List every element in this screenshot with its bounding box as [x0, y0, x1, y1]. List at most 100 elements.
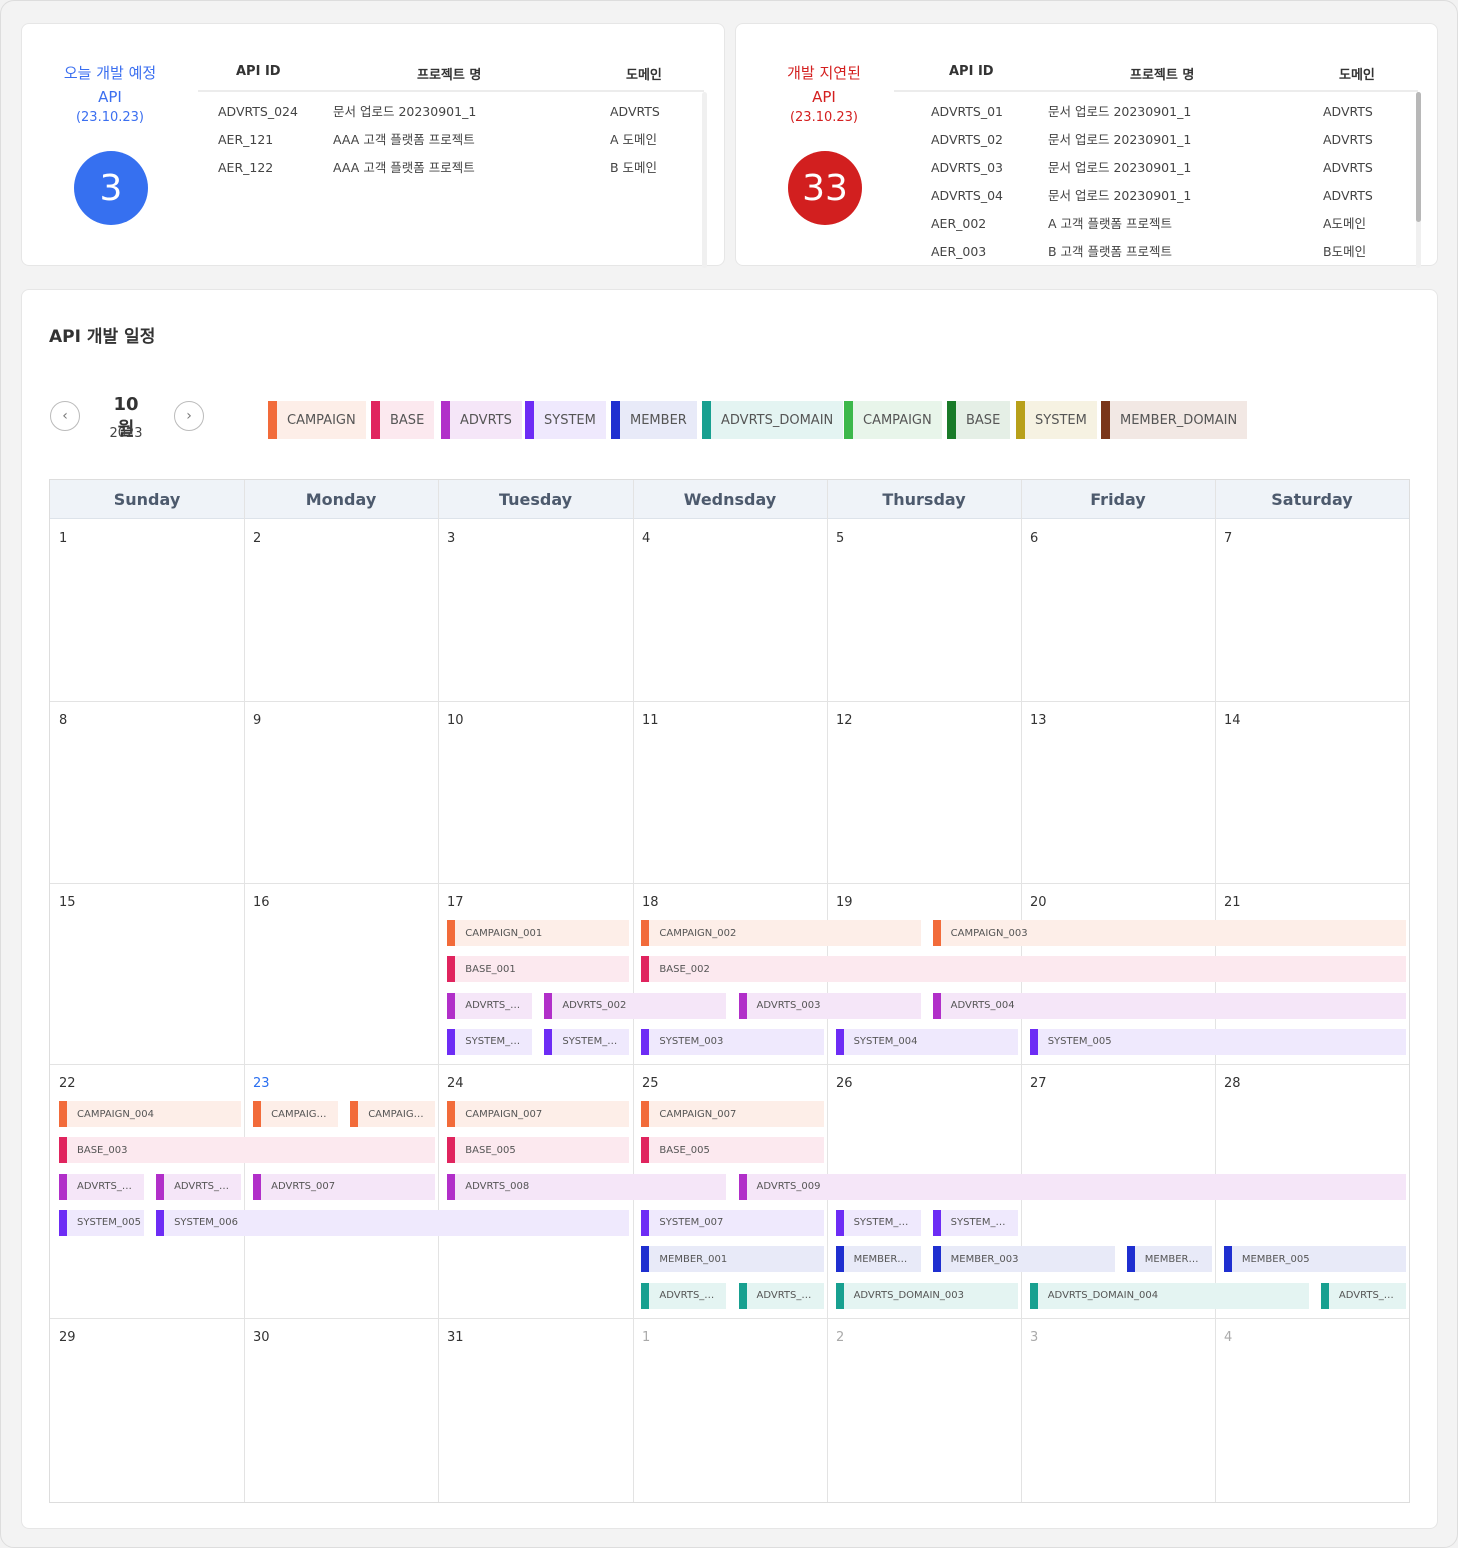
day-cell[interactable] [633, 701, 827, 883]
next-month-button[interactable]: › [174, 401, 204, 431]
day-cell[interactable] [438, 1318, 633, 1502]
event-bar[interactable]: ADVRTS_… [738, 1282, 824, 1309]
day-cell[interactable] [1021, 519, 1215, 701]
event-bar[interactable]: SYSTEM_007 [641, 1209, 824, 1236]
event-bar[interactable]: ADVRTS_… [1320, 1282, 1406, 1309]
event-bar[interactable]: BASE_005 [447, 1137, 630, 1164]
day-cell[interactable] [50, 1318, 244, 1502]
weekday-sunday: Sunday [113, 490, 181, 509]
event-bar[interactable]: MEMBER… [835, 1246, 921, 1273]
event-bar[interactable]: CAMPAIG… [350, 1101, 436, 1127]
event-bar[interactable]: ADVRTS_… [447, 992, 533, 1019]
event-bar[interactable]: MEMBER_005 [1223, 1246, 1406, 1273]
event-bar[interactable]: BASE_005 [641, 1137, 824, 1164]
event-label: SYSTEM_007 [659, 1217, 724, 1229]
delayed-header-api-id: API ID [949, 64, 994, 79]
event-label: ADVRTS_DOMAIN_004 [1047, 1290, 1159, 1301]
table-row[interactable]: ADVRTS_01 문서 업로드 20230901_1 ADVRTS [736, 98, 1406, 126]
day-cell[interactable] [244, 701, 438, 883]
legend-item-advrts-domain[interactable]: ADVRTS_DOMAIN [702, 401, 844, 439]
event-color-marker [447, 956, 456, 983]
table-row[interactable]: ADVRTS_03 문서 업로드 20230901_1 ADVRTS [736, 154, 1406, 182]
delayed-scrollbar[interactable] [1416, 92, 1421, 268]
event-bar[interactable]: ADVRTS_… [59, 1173, 145, 1200]
legend-item-campaign[interactable]: CAMPAIGN [844, 401, 942, 439]
event-bar[interactable]: CAMPAIGN_004 [59, 1101, 242, 1127]
today-scrollbar[interactable] [702, 92, 707, 268]
day-cell[interactable] [50, 701, 244, 883]
delayed-scrollbar-thumb[interactable] [1416, 92, 1421, 222]
legend-item-campaign[interactable]: CAMPAIGN [268, 401, 366, 439]
day-cell[interactable] [1021, 701, 1215, 883]
event-bar[interactable]: SYSTEM_005 [1029, 1028, 1406, 1055]
legend-item-member-domain[interactable]: MEMBER_DOMAIN [1101, 401, 1248, 439]
day-cell[interactable] [438, 519, 633, 701]
event-bar[interactable]: SYSTEM_… [447, 1028, 533, 1055]
event-bar[interactable]: MEMBER… [1126, 1246, 1212, 1273]
event-bar[interactable]: ADVRTS_… [641, 1282, 727, 1309]
day-number: 15 [59, 895, 76, 910]
day-cell[interactable] [1215, 1318, 1409, 1502]
event-bar[interactable]: MEMBER_003 [932, 1246, 1115, 1273]
day-cell[interactable] [1021, 1318, 1215, 1502]
legend-item-system[interactable]: SYSTEM [1016, 401, 1097, 439]
legend-item-base[interactable]: BASE [947, 401, 1011, 439]
day-cell[interactable] [244, 519, 438, 701]
event-bar[interactable]: CAMPAIGN_007 [447, 1101, 630, 1127]
event-bar[interactable]: BASE_001 [447, 956, 630, 983]
day-cell[interactable] [244, 1318, 438, 1502]
legend-item-system[interactable]: SYSTEM [525, 401, 606, 439]
event-bar[interactable]: MEMBER_001 [641, 1246, 824, 1273]
event-color-marker [738, 1282, 747, 1309]
table-row[interactable]: ADVRTS_024 문서 업로드 20230901_1 ADVRTS [22, 98, 692, 126]
legend-item-advrts[interactable]: ADVRTS [441, 401, 522, 439]
day-cell[interactable] [438, 701, 633, 883]
event-bar[interactable]: ADVRTS_008 [447, 1173, 727, 1200]
table-row[interactable]: AER_002 A 고객 플랫폼 프로젝트 A도메인 [736, 210, 1406, 238]
event-bar[interactable]: SYSTEM_005 [59, 1209, 145, 1236]
event-bar[interactable]: SYSTEM_003 [641, 1028, 824, 1055]
api-id-cell: ADVRTS_04 [931, 188, 1004, 203]
legend-item-base[interactable]: BASE [371, 401, 435, 439]
event-bar[interactable]: CAMPAIGN_007 [641, 1101, 824, 1127]
table-row[interactable]: AER_003 B 고객 플랫폼 프로젝트 B도메인 [736, 238, 1406, 266]
event-bar[interactable]: CAMPAIGN_001 [447, 920, 630, 946]
day-cell[interactable] [633, 1318, 827, 1502]
day-cell[interactable] [244, 883, 438, 1064]
day-cell[interactable] [827, 519, 1021, 701]
event-bar[interactable]: CAMPAIGN_003 [932, 920, 1406, 946]
table-row[interactable]: AER_121 AAA 고객 플랫폼 프로젝트 A 도메인 [22, 126, 692, 154]
day-cell[interactable] [827, 701, 1021, 883]
day-cell[interactable] [50, 883, 244, 1064]
event-label: ADVRTS_… [756, 1290, 812, 1301]
event-bar[interactable]: ADVRTS_007 [253, 1173, 436, 1200]
day-cell[interactable] [633, 519, 827, 701]
day-cell[interactable] [50, 519, 244, 701]
event-bar[interactable]: BASE_002 [641, 956, 1406, 983]
legend-item-member[interactable]: MEMBER [611, 401, 697, 439]
event-bar[interactable]: SYSTEM_004 [835, 1028, 1018, 1055]
event-bar[interactable]: ADVRTS_004 [932, 992, 1406, 1019]
event-bar[interactable]: SYSTEM_… [544, 1028, 630, 1055]
prev-month-button[interactable]: ‹ [50, 401, 80, 431]
day-cell[interactable] [1215, 519, 1409, 701]
legend-color-swatch [441, 401, 450, 439]
event-color-marker [1126, 1246, 1135, 1273]
event-bar[interactable]: SYSTEM_… [835, 1209, 921, 1236]
event-bar[interactable]: ADVRTS_003 [738, 992, 921, 1019]
event-bar[interactable]: ADVRTS_DOMAIN_004 [1029, 1282, 1309, 1309]
event-bar[interactable]: CAMPAIGN_002 [641, 920, 921, 946]
event-bar[interactable]: CAMPAIG… [253, 1101, 339, 1127]
table-row[interactable]: AER_122 AAA 고객 플랫폼 프로젝트 B 도메인 [22, 154, 692, 182]
event-bar[interactable]: ADVRTS_… [156, 1173, 242, 1200]
table-row[interactable]: ADVRTS_04 문서 업로드 20230901_1 ADVRTS [736, 182, 1406, 210]
event-bar[interactable]: ADVRTS_002 [544, 992, 727, 1019]
event-bar[interactable]: SYSTEM_… [932, 1209, 1018, 1236]
day-cell[interactable] [827, 1318, 1021, 1502]
event-bar[interactable]: SYSTEM_006 [156, 1209, 630, 1236]
event-bar[interactable]: ADVRTS_DOMAIN_003 [835, 1282, 1018, 1309]
day-cell[interactable] [1215, 701, 1409, 883]
event-bar[interactable]: ADVRTS_009 [738, 1173, 1406, 1200]
table-row[interactable]: ADVRTS_02 문서 업로드 20230901_1 ADVRTS [736, 126, 1406, 154]
event-bar[interactable]: BASE_003 [59, 1137, 436, 1164]
